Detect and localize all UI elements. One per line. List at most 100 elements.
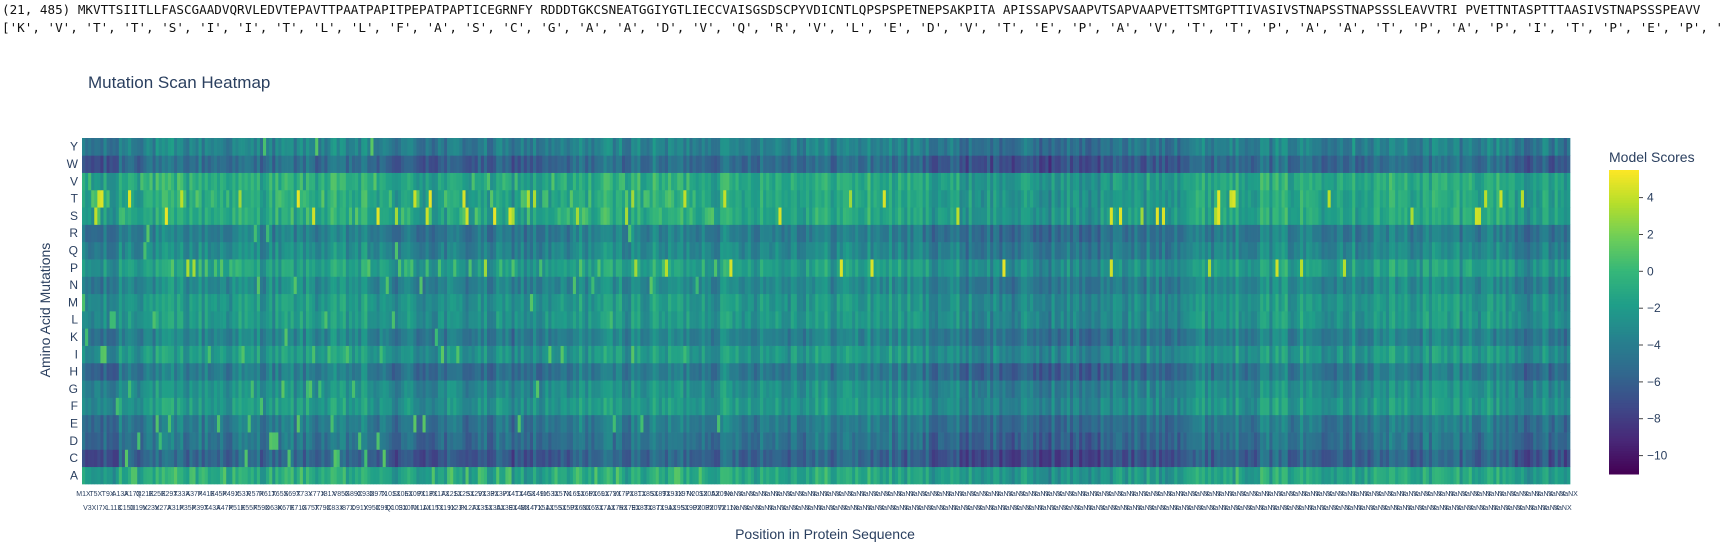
heatmap-cell bbox=[710, 345, 715, 364]
heatmap-cell bbox=[459, 449, 463, 468]
heatmap-cell bbox=[140, 397, 144, 416]
heatmap-cell bbox=[907, 328, 911, 346]
heatmap-cell bbox=[207, 328, 212, 346]
heatmap-cell bbox=[1542, 380, 1546, 398]
heatmap-cell bbox=[1392, 432, 1396, 450]
heatmap-cell bbox=[542, 432, 546, 450]
heatmap-cell bbox=[579, 397, 583, 416]
heatmap-cell bbox=[839, 432, 844, 450]
heatmap-cell bbox=[121, 345, 126, 364]
heatmap-cell bbox=[131, 293, 135, 312]
heatmap-cell bbox=[450, 311, 454, 329]
heatmap-cell bbox=[649, 449, 654, 468]
heatmap-cell bbox=[704, 328, 709, 346]
heatmap-cell bbox=[1226, 414, 1230, 433]
heatmap-cell bbox=[1290, 414, 1295, 433]
heatmap-cell bbox=[186, 397, 190, 416]
heatmap-cell bbox=[585, 432, 589, 450]
heatmap-cell bbox=[1477, 466, 1482, 485]
heatmap-cell bbox=[956, 449, 960, 468]
heatmap-cell bbox=[1045, 449, 1049, 468]
heatmap-cell bbox=[1048, 328, 1052, 346]
heatmap-cell bbox=[1333, 311, 1338, 329]
heatmap-cell bbox=[1456, 362, 1460, 381]
heatmap-cell bbox=[664, 328, 669, 346]
heatmap-cell bbox=[333, 414, 337, 433]
heatmap-cell bbox=[1051, 414, 1055, 433]
heatmap-cell bbox=[1388, 414, 1393, 433]
heatmap-cell bbox=[548, 328, 552, 346]
heatmap-cell bbox=[1112, 466, 1117, 485]
heatmap-cell bbox=[1149, 432, 1154, 450]
heatmap-cell bbox=[959, 449, 963, 468]
heatmap-cell bbox=[131, 432, 135, 450]
heatmap-cell bbox=[1398, 311, 1402, 329]
heatmap-cell bbox=[882, 328, 887, 346]
heatmap-cell bbox=[1088, 432, 1092, 450]
heatmap-cell bbox=[1097, 380, 1101, 398]
heatmap-cell bbox=[756, 328, 761, 346]
heatmap-cell bbox=[1453, 345, 1457, 364]
heatmap-cell bbox=[842, 362, 847, 381]
heatmap-cell bbox=[950, 311, 954, 329]
heatmap-cell bbox=[1318, 362, 1322, 381]
heatmap-cell bbox=[934, 397, 939, 416]
heatmap-cell bbox=[1057, 328, 1062, 346]
heatmap-cell bbox=[1152, 345, 1157, 364]
heatmap-cell bbox=[704, 380, 709, 398]
heatmap-cell bbox=[1186, 362, 1190, 381]
heatmap-cell bbox=[158, 449, 163, 468]
heatmap-cell bbox=[471, 345, 476, 364]
heatmap-cell bbox=[315, 293, 319, 312]
heatmap-cell bbox=[324, 466, 328, 485]
heatmap-cell bbox=[950, 345, 954, 364]
heatmap-cell bbox=[321, 293, 325, 312]
heatmap-cell bbox=[1306, 362, 1310, 381]
heatmap-cell bbox=[1490, 380, 1494, 398]
heatmap-cell bbox=[336, 449, 341, 468]
heatmap-cell bbox=[812, 414, 816, 433]
heatmap-cell bbox=[689, 432, 693, 450]
heatmap-cell bbox=[143, 414, 147, 433]
heatmap-cell bbox=[192, 449, 196, 468]
heatmap-cell bbox=[1069, 466, 1074, 485]
heatmap-cell bbox=[425, 362, 430, 381]
heatmap-cell bbox=[597, 311, 601, 329]
heatmap-cell bbox=[183, 432, 187, 450]
heatmap-cell bbox=[1441, 328, 1445, 346]
heatmap-cell bbox=[1324, 345, 1328, 364]
heatmap-cell bbox=[1229, 328, 1233, 346]
heatmap-cell bbox=[1520, 311, 1525, 329]
heatmap-cell bbox=[1143, 432, 1147, 450]
heatmap-cell bbox=[1180, 466, 1184, 485]
heatmap-cell bbox=[1026, 414, 1031, 433]
heatmap-cell bbox=[287, 345, 291, 364]
heatmap-cell bbox=[855, 397, 859, 416]
heatmap-cell bbox=[351, 293, 356, 312]
heatmap-cell bbox=[680, 311, 684, 329]
heatmap-cell bbox=[1146, 311, 1151, 329]
heatmap-cell bbox=[1211, 466, 1215, 485]
heatmap-cell bbox=[1548, 397, 1552, 416]
heatmap-cell bbox=[1223, 414, 1227, 433]
heatmap-cell bbox=[1266, 397, 1270, 416]
heatmap-cells[interactable] bbox=[82, 138, 1571, 485]
heatmap-cell bbox=[934, 328, 939, 346]
heatmap-cell bbox=[1361, 466, 1365, 485]
heatmap-cell bbox=[867, 380, 871, 398]
heatmap-cell bbox=[1060, 362, 1065, 381]
heatmap-cell bbox=[447, 362, 451, 381]
heatmap-cell bbox=[287, 449, 291, 468]
heatmap-cell bbox=[401, 414, 405, 433]
heatmap-cell bbox=[618, 466, 623, 485]
heatmap-cell bbox=[891, 432, 896, 450]
heatmap-cell bbox=[1370, 397, 1374, 416]
heatmap-cell bbox=[315, 397, 319, 416]
heatmap-cell bbox=[1560, 380, 1565, 398]
heatmap-cell bbox=[1079, 414, 1083, 433]
heatmap-cell bbox=[1566, 432, 1571, 450]
heatmap-cell bbox=[1542, 466, 1546, 485]
heatmap-cell bbox=[348, 414, 353, 433]
heatmap-cell bbox=[1502, 362, 1506, 381]
heatmap-cell bbox=[947, 466, 951, 485]
